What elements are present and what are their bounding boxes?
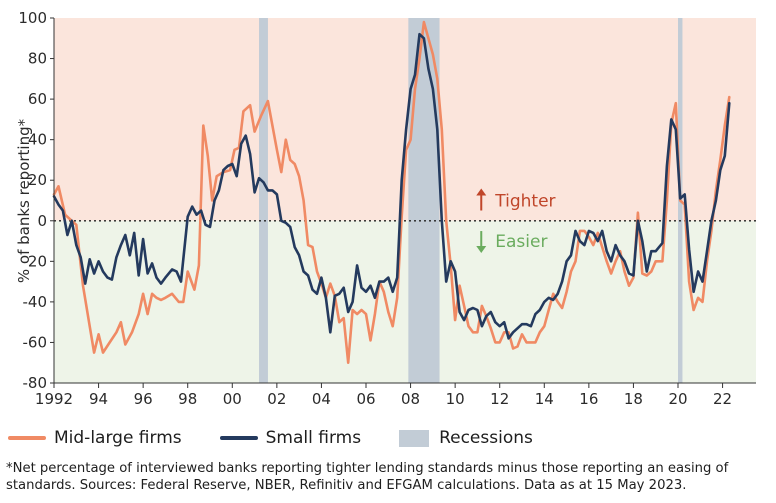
y-tick-label: -20: [23, 252, 48, 270]
legend-label-mid-large: Mid-large firms: [54, 428, 182, 448]
x-tick-label: 08: [401, 390, 420, 408]
y-tick-label: -40: [23, 293, 48, 311]
footnote: *Net percentage of interviewed banks rep…: [6, 461, 729, 493]
legend-swatch-small: [219, 436, 258, 440]
easier-zone: [54, 220, 756, 383]
legend-label-small: Small firms: [265, 428, 362, 448]
tighter-label: Tighter: [494, 192, 555, 212]
x-tick-label: 96: [134, 390, 153, 408]
chart: -80 -60 -40 -20 0 20 40 60 80 100 1992 94 96 98 00 02 04…: [15, 9, 756, 408]
easier-arrow-head: [476, 246, 487, 254]
y-tick-label: 100: [18, 9, 47, 27]
x-tick-label: 04: [312, 390, 331, 408]
recession-band-2: [408, 18, 440, 383]
tighter-zone: [54, 18, 756, 221]
x-tick-label: 10: [446, 390, 465, 408]
easier-label: Easier: [495, 232, 547, 252]
y-tick-label: 60: [28, 90, 47, 108]
y-axis-label: % of banks reporting*: [15, 118, 33, 283]
legend: Mid-large firms Small firms Recessions: [8, 426, 571, 450]
legend-swatch-mid-large: [8, 436, 46, 440]
legend-item-mid-large: Mid-large firms: [8, 428, 182, 448]
x-tick-label: 20: [668, 390, 687, 408]
x-tick-label: 14: [535, 390, 554, 408]
legend-item-recessions: Recessions: [399, 428, 533, 448]
legend-swatch-recessions: [399, 429, 430, 447]
series-small-firms: [52, 32, 731, 340]
x-tick-label: 16: [579, 390, 598, 408]
y-tick-label: 40: [28, 131, 47, 149]
x-tick-label: 1992: [35, 390, 73, 408]
y-tick-label: 20: [28, 171, 47, 189]
y-tick-label: 80: [28, 50, 47, 68]
x-tick-label: 98: [178, 390, 197, 408]
y-tick-label: 0: [37, 212, 47, 230]
y-tick-label: -80: [23, 374, 48, 392]
x-tick-label: 00: [223, 390, 242, 408]
x-tick-label: 22: [713, 390, 732, 408]
legend-label-recessions: Recessions: [439, 428, 533, 448]
recession-band-1: [259, 18, 268, 383]
x-tick-label: 18: [624, 390, 643, 408]
x-tick-label: 02: [267, 390, 286, 408]
legend-item-small: Small firms: [219, 428, 362, 448]
y-tick-label: -60: [23, 333, 48, 351]
x-tick-label: 06: [356, 390, 375, 408]
x-tick-label: 12: [490, 390, 509, 408]
x-tick-label: 94: [89, 390, 108, 408]
tighter-arrow-head: [476, 188, 487, 196]
